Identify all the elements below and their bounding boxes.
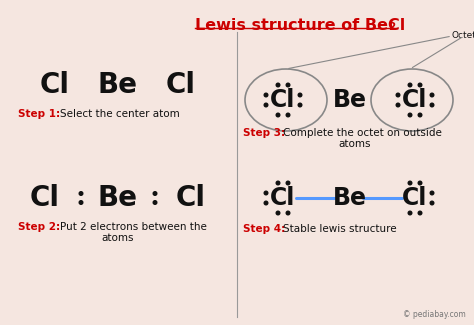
Text: Put 2 electrons between the: Put 2 electrons between the <box>60 222 207 232</box>
Circle shape <box>286 181 290 185</box>
Circle shape <box>418 181 422 185</box>
Circle shape <box>298 93 302 97</box>
Circle shape <box>430 201 434 205</box>
Circle shape <box>430 93 434 97</box>
Circle shape <box>276 181 280 185</box>
Circle shape <box>298 103 302 107</box>
Circle shape <box>79 201 83 204</box>
Circle shape <box>418 83 422 87</box>
Circle shape <box>276 211 280 215</box>
Text: Cl: Cl <box>176 184 206 212</box>
Text: atoms: atoms <box>339 139 371 149</box>
Circle shape <box>286 211 290 215</box>
Text: Cl: Cl <box>30 184 60 212</box>
Text: Be: Be <box>333 88 367 112</box>
Circle shape <box>408 83 412 87</box>
Text: Step 1:: Step 1: <box>18 109 60 119</box>
Circle shape <box>396 103 400 107</box>
Circle shape <box>276 113 280 117</box>
Text: Octet: Octet <box>452 32 474 41</box>
Circle shape <box>153 192 157 195</box>
Circle shape <box>430 103 434 107</box>
Text: Be: Be <box>98 71 138 99</box>
Text: Cl: Cl <box>402 186 428 210</box>
Text: Step 2:: Step 2: <box>18 222 60 232</box>
Circle shape <box>408 181 412 185</box>
Text: Cl: Cl <box>402 88 428 112</box>
Circle shape <box>418 113 422 117</box>
Circle shape <box>286 83 290 87</box>
Circle shape <box>408 113 412 117</box>
Circle shape <box>408 211 412 215</box>
Text: Cl: Cl <box>270 88 296 112</box>
Text: Be: Be <box>333 186 367 210</box>
Text: Complete the octet on outside: Complete the octet on outside <box>283 128 442 138</box>
Text: 2: 2 <box>388 22 395 32</box>
Text: Step 4:: Step 4: <box>243 224 285 234</box>
Text: Be: Be <box>98 184 138 212</box>
Circle shape <box>276 83 280 87</box>
Circle shape <box>418 211 422 215</box>
Text: Cl: Cl <box>166 71 196 99</box>
Text: Select the center atom: Select the center atom <box>60 109 180 119</box>
Circle shape <box>286 113 290 117</box>
Text: atoms: atoms <box>102 233 134 243</box>
Circle shape <box>264 103 268 107</box>
Circle shape <box>153 201 157 204</box>
Text: Step 3:: Step 3: <box>243 128 285 138</box>
Circle shape <box>264 93 268 97</box>
Circle shape <box>264 191 268 195</box>
Text: © pediabay.com: © pediabay.com <box>403 310 466 319</box>
Circle shape <box>430 191 434 195</box>
Circle shape <box>79 192 83 195</box>
Text: Cl: Cl <box>270 186 296 210</box>
Circle shape <box>396 93 400 97</box>
Text: Cl: Cl <box>40 71 70 99</box>
Text: Lewis structure of BeCl: Lewis structure of BeCl <box>195 18 405 33</box>
Circle shape <box>264 201 268 205</box>
Text: Stable lewis structure: Stable lewis structure <box>283 224 397 234</box>
